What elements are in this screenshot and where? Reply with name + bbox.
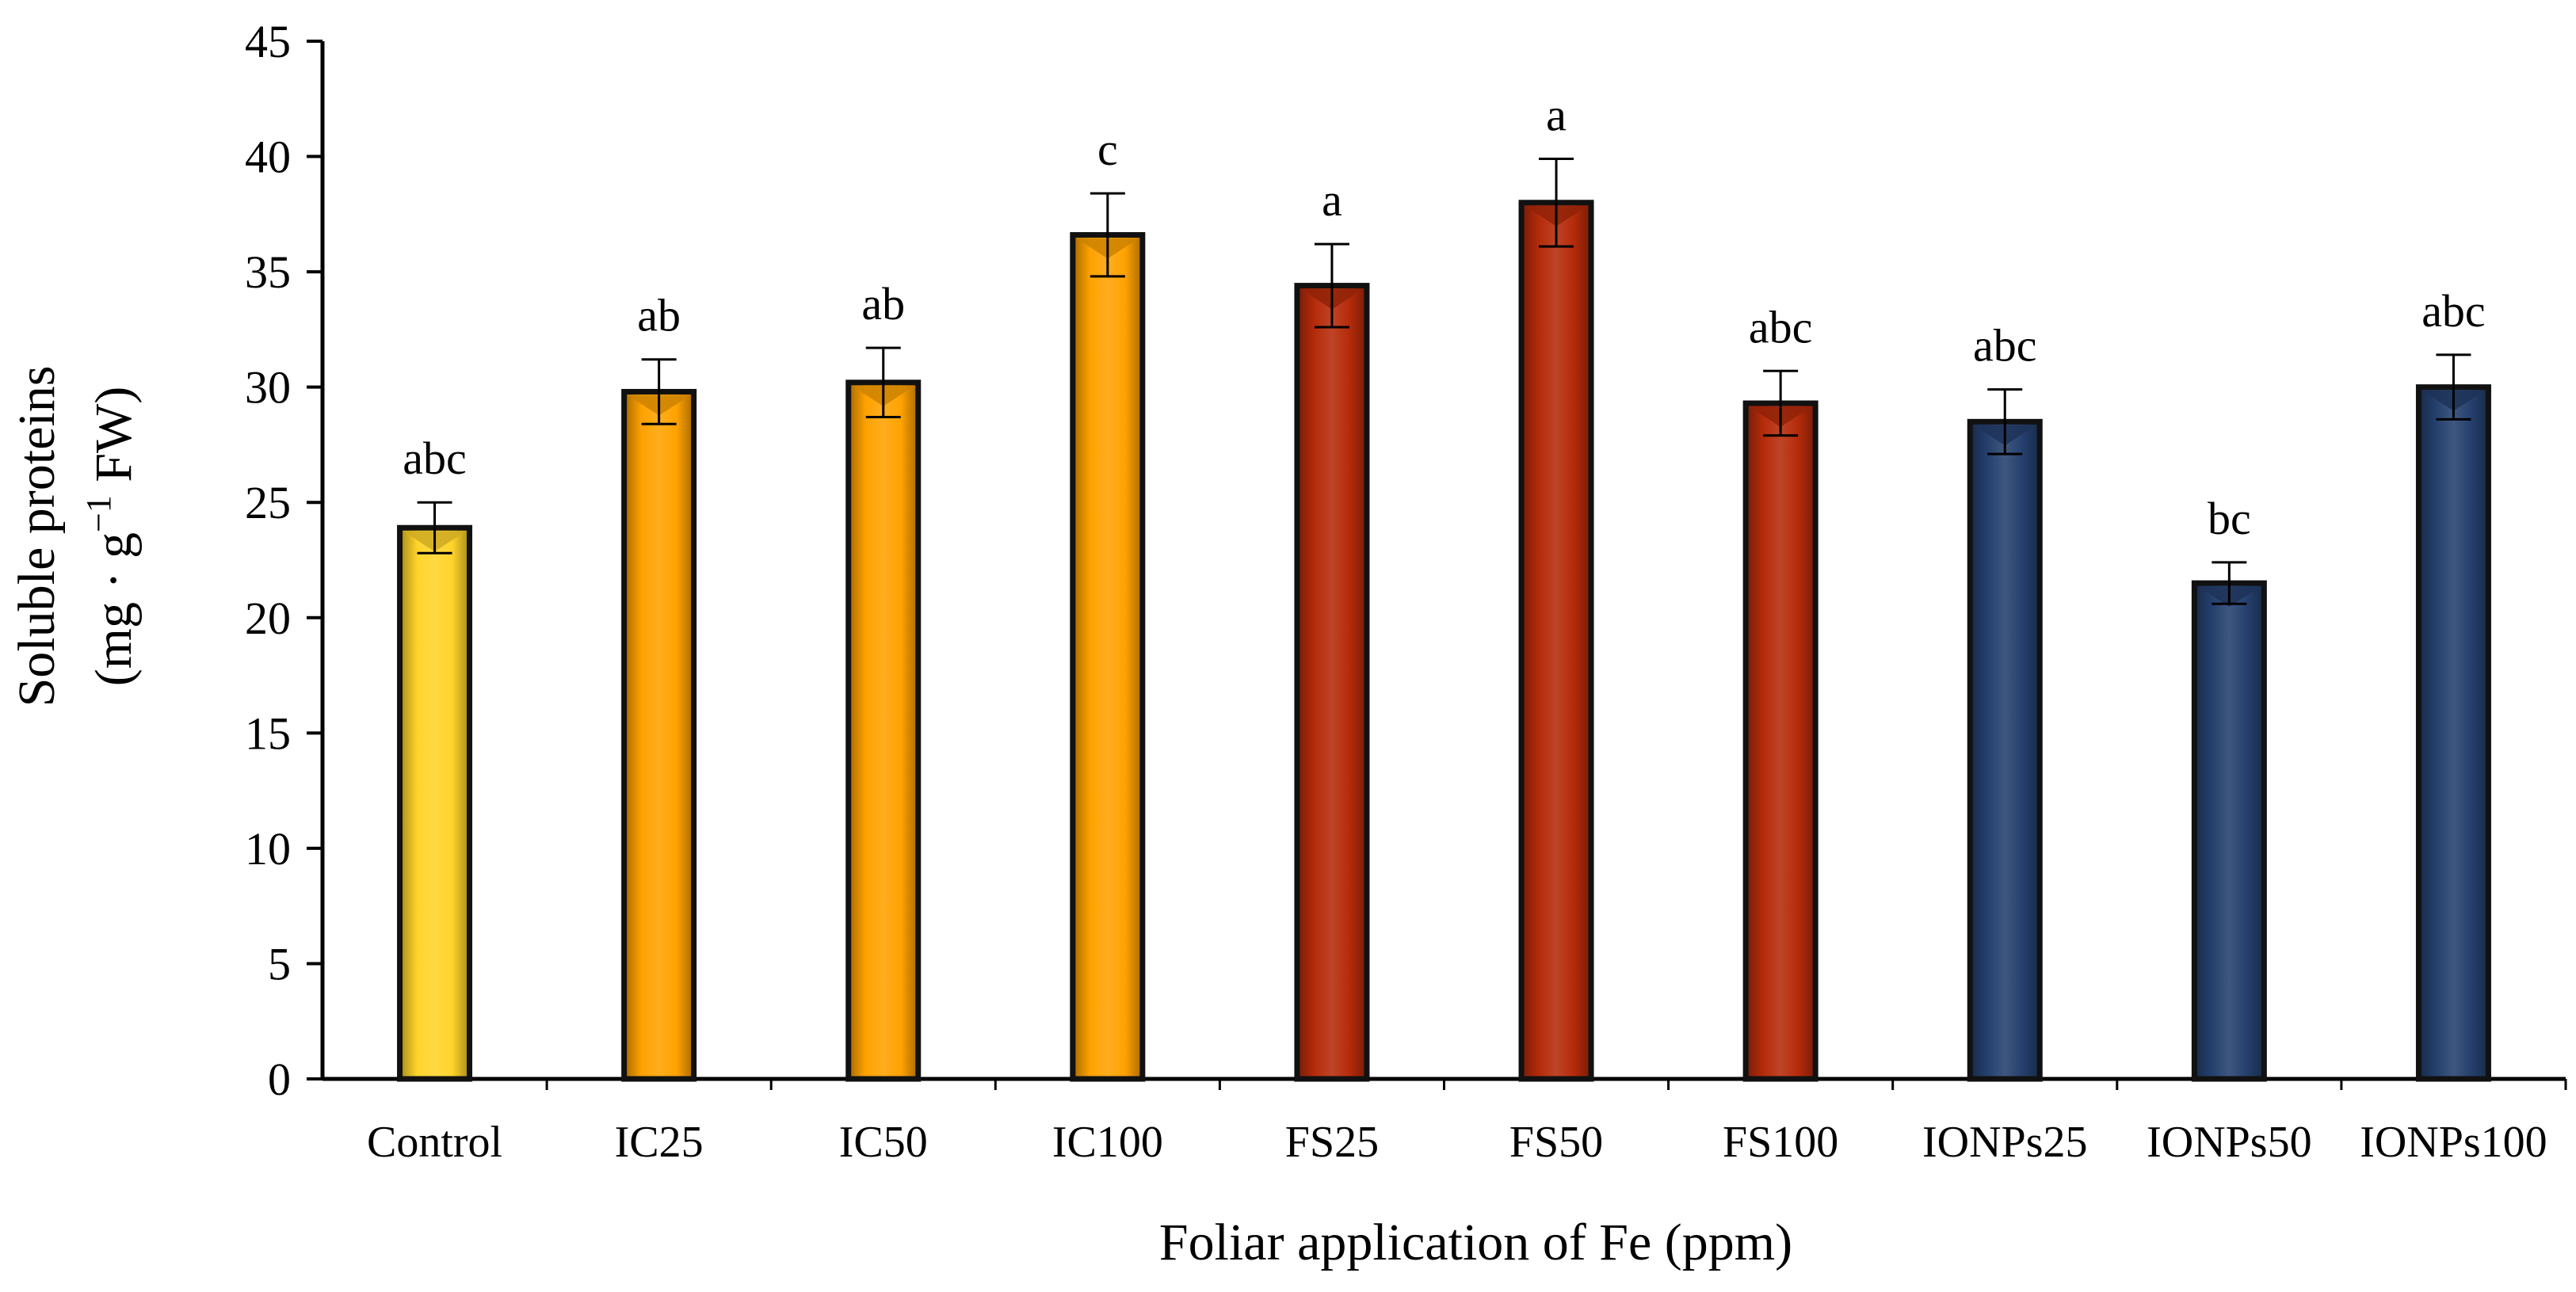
error-bar	[1090, 192, 1125, 278]
x-tick-label: FS25	[1285, 1118, 1379, 1167]
y-axis-title-prefix: (mg · g	[85, 532, 143, 686]
labels-group: abc Control ab IC25 ab IC50 c IC100 a FS25 a FS50 ab…	[367, 89, 2547, 1167]
x-axis-title: Foliar application of Fe (ppm)	[1159, 1214, 1792, 1271]
y-tick-label: 35	[245, 246, 291, 298]
y-tick-label: 0	[268, 1054, 291, 1105]
bars-group	[397, 157, 2491, 1082]
x-tick-label: FS100	[1723, 1118, 1838, 1167]
y-axis-title-superscript: −1	[79, 495, 118, 532]
error-bar	[1763, 369, 1799, 437]
y-tick-label: 45	[245, 16, 291, 67]
x-tick-label: IONPs100	[2360, 1118, 2547, 1167]
y-axis-title-line1: Soluble proteins	[8, 366, 66, 707]
bar	[2415, 384, 2491, 1082]
significance-label: c	[1097, 124, 1118, 175]
x-tick-label: IC25	[615, 1118, 704, 1167]
significance-label: bc	[2208, 493, 2251, 544]
significance-label: abc	[403, 433, 467, 484]
bar	[1294, 283, 1370, 1082]
error-bar	[1987, 388, 2023, 455]
x-tick-label: FS50	[1509, 1118, 1603, 1167]
y-tick-label: 25	[245, 477, 291, 528]
y-tick-label: 40	[245, 131, 291, 183]
error-bar	[2436, 353, 2471, 421]
x-tick-label: IONPs25	[1922, 1118, 2087, 1167]
x-tick-label: Control	[367, 1118, 502, 1167]
bar	[1070, 232, 1146, 1082]
y-tick-label: 5	[268, 938, 291, 989]
bar	[397, 524, 473, 1082]
significance-label: ab	[861, 278, 905, 330]
x-tick-label: IC100	[1052, 1118, 1163, 1167]
y-axis-title-line2: (mg · g−1 FW)	[79, 387, 143, 687]
error-bar	[1539, 157, 1574, 248]
bar	[845, 379, 922, 1082]
significance-label: abc	[1749, 301, 1813, 353]
error-bar	[1314, 242, 1349, 329]
significance-label: a	[1546, 89, 1567, 140]
y-axis-title-suffix: FW)	[85, 387, 143, 495]
error-bar	[2212, 561, 2247, 605]
y-tick-label: 15	[245, 707, 291, 759]
y-tick-label: 20	[245, 593, 291, 644]
significance-label: ab	[637, 290, 681, 341]
error-bar	[865, 346, 901, 419]
x-tick-label: IC50	[839, 1118, 928, 1167]
bar	[1742, 400, 1818, 1082]
significance-label: abc	[2421, 285, 2486, 337]
bar	[1967, 418, 2043, 1082]
y-tick-label: 30	[245, 362, 291, 414]
bar	[1518, 200, 1594, 1082]
bar	[621, 388, 697, 1082]
bar	[2191, 580, 2267, 1082]
significance-label: abc	[1973, 320, 2037, 372]
x-tick-label: IONPs50	[2147, 1118, 2311, 1167]
error-bar	[417, 501, 452, 555]
significance-label: a	[1322, 174, 1342, 226]
error-bar	[641, 358, 677, 425]
y-tick-label: 10	[245, 823, 291, 875]
